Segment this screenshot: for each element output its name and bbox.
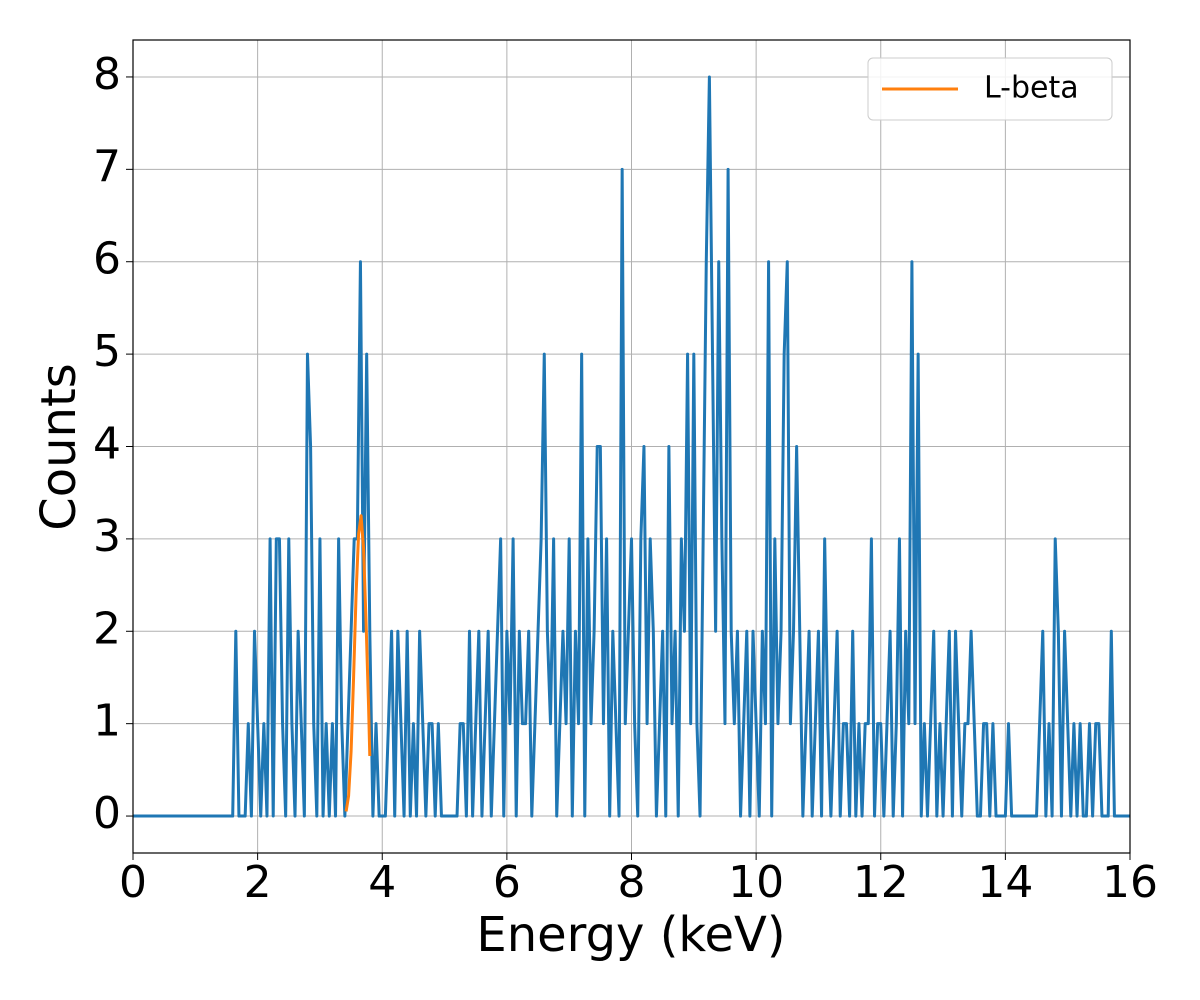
data-line <box>344 514 372 812</box>
x-tick-label: 4 <box>368 857 396 908</box>
y-tick-label: 8 <box>93 49 121 100</box>
legend-label: L-beta <box>984 71 1079 106</box>
y-tick-label: 1 <box>93 696 121 747</box>
y-tick-label: 6 <box>93 234 121 285</box>
x-tick-label: 14 <box>977 857 1033 908</box>
x-tick-label: 6 <box>493 857 521 908</box>
x-axis-label: Energy (keV) <box>476 907 785 963</box>
y-axis-label: Counts <box>31 363 87 531</box>
x-tick-label: 2 <box>244 857 272 908</box>
y-tick-label: 4 <box>93 419 121 470</box>
y-tick-label: 2 <box>93 603 121 654</box>
plot-frame <box>132 39 1131 854</box>
x-tick-label: 8 <box>618 857 646 908</box>
legend-box <box>867 57 1113 121</box>
x-tick-label: 12 <box>853 857 909 908</box>
y-tick-label: 7 <box>93 141 121 192</box>
y-tick-label: 0 <box>93 788 121 839</box>
x-tick-label: 10 <box>728 857 784 908</box>
y-tick-label: 5 <box>93 326 121 377</box>
y-tick-label: 3 <box>93 511 121 562</box>
data-line <box>133 75 1130 818</box>
x-tick-label: 16 <box>1102 857 1158 908</box>
x-tick-label: 0 <box>119 857 147 908</box>
